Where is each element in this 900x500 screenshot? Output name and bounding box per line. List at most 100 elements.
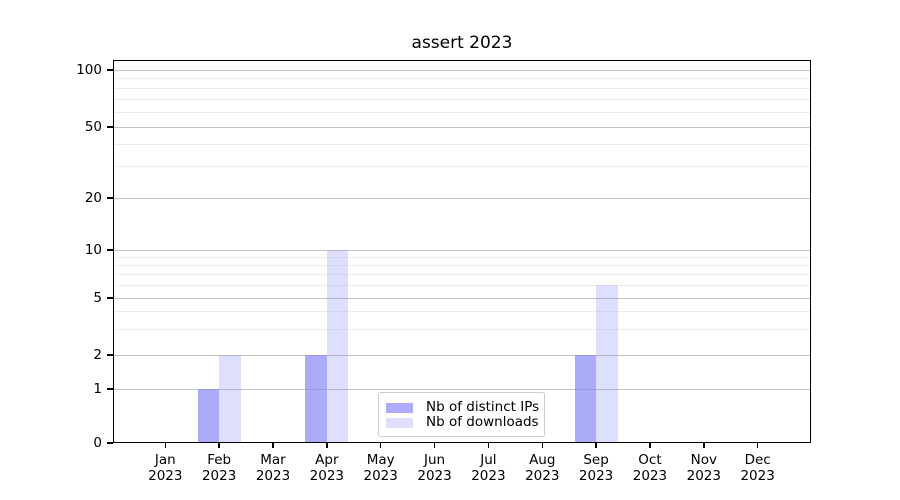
x-tick-label-line: Feb bbox=[207, 452, 232, 468]
y-gridline-major bbox=[113, 354, 811, 356]
y-tick-label: 5 bbox=[93, 290, 102, 306]
x-tick bbox=[703, 443, 705, 448]
y-gridline-minor bbox=[113, 111, 811, 113]
x-tick-label-line: 2023 bbox=[255, 468, 291, 484]
x-tick-label-jun-2023: Jun 2023 bbox=[399, 452, 471, 484]
x-tick-label-line: Jun bbox=[424, 452, 446, 468]
x-tick-label-line: 2023 bbox=[148, 468, 183, 484]
y-tick-label: 2 bbox=[93, 347, 102, 363]
x-tick-label-line: Aug bbox=[529, 452, 556, 468]
y-gridline-major bbox=[113, 126, 811, 128]
y-gridline-minor bbox=[113, 256, 811, 258]
bar-nb-of-distinct-ips-sep-2023 bbox=[574, 355, 597, 443]
legend-swatch-distinct-ips bbox=[386, 402, 413, 413]
x-tick bbox=[218, 443, 220, 448]
bar-nb-of-distinct-ips-apr-2023 bbox=[305, 355, 327, 443]
x-tick bbox=[326, 443, 328, 448]
x-tick-label-line: Jul bbox=[480, 452, 497, 468]
plot-area bbox=[113, 60, 811, 443]
x-tick-label-line: 2023 bbox=[471, 468, 506, 484]
y-gridline-minor bbox=[113, 78, 811, 80]
y-gridline-major bbox=[113, 249, 811, 251]
y-gridline-minor bbox=[113, 166, 811, 168]
x-tick-label-feb-2023: Feb 2023 bbox=[183, 452, 255, 484]
x-tick-label-line: 2023 bbox=[632, 468, 668, 484]
x-tick-label-line: 2023 bbox=[309, 468, 345, 484]
y-tick-label: 100 bbox=[76, 62, 102, 78]
x-tick-label-line: 2023 bbox=[363, 468, 398, 484]
x-tick-label-line: Apr bbox=[315, 452, 339, 468]
y-gridline-minor bbox=[113, 329, 811, 331]
x-tick-label-oct-2023: Oct 2023 bbox=[614, 452, 686, 484]
y-tick bbox=[107, 197, 113, 199]
legend-label-distinct-ips: Nb of distinct IPs bbox=[426, 399, 540, 415]
x-tick-label-mar-2023: Mar 2023 bbox=[237, 452, 309, 484]
y-gridline-minor bbox=[113, 143, 811, 145]
plot-frame bbox=[113, 60, 811, 443]
y-tick-label: 10 bbox=[84, 242, 102, 258]
x-tick bbox=[756, 443, 759, 448]
x-tick-label-line: 2023 bbox=[686, 468, 721, 484]
legend-swatch-downloads bbox=[386, 417, 413, 428]
x-tick-label-line: May bbox=[366, 452, 395, 468]
x-tick-label-line: Mar bbox=[260, 452, 286, 468]
bar-nb-of-distinct-ips-feb-2023 bbox=[197, 389, 220, 443]
bar-nb-of-downloads-apr-2023 bbox=[326, 250, 349, 443]
x-tick-label-line: Oct bbox=[638, 452, 662, 468]
y-tick bbox=[107, 126, 113, 128]
y-tick bbox=[107, 388, 113, 390]
legend: Nb of distinct IPs Nb of downloads bbox=[378, 392, 545, 437]
x-tick-label-line: 2023 bbox=[417, 468, 452, 484]
x-tick-label-line: Dec bbox=[744, 452, 771, 468]
x-tick-label-line: 2023 bbox=[578, 468, 614, 484]
y-gridline-major bbox=[113, 297, 811, 299]
y-gridline-minor bbox=[113, 274, 811, 276]
x-tick-label-aug-2023: Aug 2023 bbox=[506, 452, 578, 484]
x-tick-label-line: 2023 bbox=[201, 468, 237, 484]
legend-label-downloads: Nb of downloads bbox=[426, 414, 539, 430]
x-tick bbox=[541, 443, 543, 448]
y-gridline-minor bbox=[113, 87, 811, 89]
y-gridline-minor bbox=[113, 264, 811, 266]
chart-title: assert 2023 bbox=[411, 33, 513, 53]
y-tick-label: 20 bbox=[84, 190, 102, 206]
y-tick bbox=[107, 249, 113, 251]
y-tick-label: 0 bbox=[93, 435, 102, 451]
x-tick-label-line: 2023 bbox=[525, 468, 560, 484]
x-tick-label-line: Jan bbox=[154, 452, 176, 468]
bar-nb-of-downloads-feb-2023 bbox=[219, 355, 241, 443]
x-tick bbox=[487, 443, 490, 448]
y-gridline-major bbox=[113, 69, 811, 71]
y-tick-label: 50 bbox=[84, 119, 102, 135]
x-tick bbox=[379, 443, 382, 448]
y-tick bbox=[107, 442, 113, 444]
x-tick-label-apr-2023: Apr 2023 bbox=[291, 452, 363, 484]
x-tick-label-line: Sep bbox=[583, 452, 609, 468]
y-gridline-major bbox=[113, 197, 811, 199]
x-tick-label-nov-2023: Nov 2023 bbox=[668, 452, 740, 484]
legend-item-downloads: Nb of downloads bbox=[386, 414, 539, 430]
x-tick-label-jan-2023: Jan 2023 bbox=[129, 452, 201, 484]
x-tick-label-jul-2023: Jul 2023 bbox=[452, 452, 524, 484]
bar-nb-of-downloads-sep-2023 bbox=[596, 285, 618, 443]
x-tick bbox=[595, 443, 597, 448]
legend-item-distinct-ips: Nb of distinct IPs bbox=[386, 399, 540, 415]
x-tick-label-dec-2023: Dec 2023 bbox=[722, 452, 794, 484]
y-gridline-minor bbox=[113, 98, 811, 100]
y-tick bbox=[107, 69, 113, 71]
x-tick bbox=[164, 443, 167, 448]
y-tick bbox=[107, 354, 113, 356]
y-gridline-minor bbox=[113, 311, 811, 313]
y-gridline-major bbox=[113, 388, 811, 390]
x-tick-label-may-2023: May 2023 bbox=[345, 452, 417, 484]
x-tick-label-sep-2023: Sep 2023 bbox=[560, 452, 632, 484]
x-tick bbox=[649, 443, 651, 448]
y-tick-label: 1 bbox=[93, 381, 102, 397]
y-tick bbox=[107, 297, 113, 299]
y-gridline-minor bbox=[113, 284, 811, 286]
x-tick-label-line: Nov bbox=[690, 452, 717, 468]
x-tick bbox=[433, 443, 436, 448]
x-tick bbox=[272, 443, 274, 448]
x-tick-label-line: 2023 bbox=[740, 468, 775, 484]
